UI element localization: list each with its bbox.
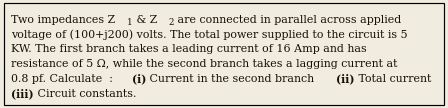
Text: voltage of (100+j200) volts. The total power supplied to the circuit is 5: voltage of (100+j200) volts. The total p…: [11, 29, 408, 40]
Text: 2: 2: [169, 18, 174, 27]
Text: are connected in parallel across applied: are connected in parallel across applied: [174, 15, 401, 25]
Text: (ii): (ii): [336, 73, 354, 84]
Text: Current in the second branch: Current in the second branch: [146, 74, 318, 84]
Text: resistance of 5 Ω, while the second branch takes a lagging current at: resistance of 5 Ω, while the second bran…: [11, 59, 397, 69]
Text: Circuit constants.: Circuit constants.: [34, 89, 136, 99]
Text: Total current: Total current: [354, 74, 431, 84]
Text: & Z: & Z: [133, 15, 157, 25]
FancyBboxPatch shape: [4, 3, 444, 105]
Text: (i): (i): [132, 73, 146, 84]
Text: Two impedances Z: Two impedances Z: [11, 15, 115, 25]
Text: KW. The first branch takes a leading current of 16 Amp and has: KW. The first branch takes a leading cur…: [11, 44, 367, 54]
Text: (iii): (iii): [11, 88, 34, 99]
Text: 0.8 pf. Calculate  :: 0.8 pf. Calculate :: [11, 74, 116, 84]
Text: 1: 1: [127, 18, 133, 27]
